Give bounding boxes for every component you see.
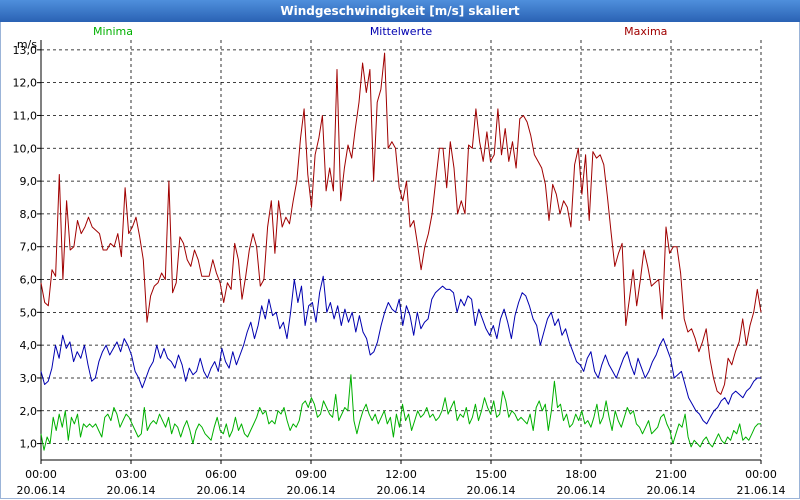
x-tick-time-label: 06:00 xyxy=(205,468,237,481)
legend-maxima: Maxima xyxy=(624,25,667,38)
x-tick-time-label: 00:00 xyxy=(25,468,57,481)
y-tick-label: 12,0 xyxy=(13,77,38,90)
chart-axes xyxy=(37,40,762,464)
series-line-maxima xyxy=(40,52,762,395)
x-tick-date-label: 20.06.14 xyxy=(107,484,156,497)
y-tick-label: 3,0 xyxy=(20,372,38,385)
series-line-minima xyxy=(40,374,761,451)
y-tick-label: 8,0 xyxy=(20,208,38,221)
y-axis-label: m/s xyxy=(17,38,37,51)
x-tick-date-label: 20.06.14 xyxy=(197,484,246,497)
x-tick-date-label: 20.06.14 xyxy=(287,484,336,497)
wind-speed-chart: 1,0 2,0 3,0 4,0 5,0 6,0 7,0 8,0 9,0 10,0 11,0 12,0 1… xyxy=(13,25,786,497)
chart-panel: 1,0 2,0 3,0 4,0 5,0 6,0 7,0 8,0 9,0 10,0 11,0 12,0 1… xyxy=(0,22,800,499)
y-tick-label: 10,0 xyxy=(13,142,38,155)
legend-mittelwerte: Mittelwerte xyxy=(370,25,433,38)
x-tick-time-label: 12:00 xyxy=(385,468,417,481)
x-tick-time-label: 18:00 xyxy=(565,468,597,481)
y-tick-label: 5,0 xyxy=(20,306,38,319)
legend-minima: Minima xyxy=(93,25,133,38)
window-title: Windgeschwindigkeit [m/s] skaliert xyxy=(0,0,800,23)
y-tick-label: 6,0 xyxy=(20,274,38,287)
chart-grid xyxy=(40,40,762,460)
x-tick-date-label: 20.06.14 xyxy=(557,484,606,497)
x-tick-time-label: 03:00 xyxy=(115,468,147,481)
y-tick-label: 2,0 xyxy=(20,405,38,418)
x-tick-date-label: 20.06.14 xyxy=(467,484,516,497)
x-tick-time-label: 15:00 xyxy=(475,468,507,481)
y-tick-label: 11,0 xyxy=(13,109,38,122)
chart-series xyxy=(40,52,762,451)
x-tick-date-label: 20.06.14 xyxy=(17,484,66,497)
x-tick-time-label: 09:00 xyxy=(295,468,327,481)
y-tick-label: 9,0 xyxy=(20,175,38,188)
x-tick-date-label: 20.06.14 xyxy=(647,484,696,497)
x-tick-time-label: 00:00 xyxy=(745,468,777,481)
x-tick-date-label: 20.06.14 xyxy=(377,484,426,497)
y-tick-label: 1,0 xyxy=(20,438,38,451)
series-line-mittelwerte xyxy=(40,275,761,425)
x-tick-time-label: 21:00 xyxy=(655,468,687,481)
y-tick-label: 4,0 xyxy=(20,339,38,352)
chart-labels: 1,0 2,0 3,0 4,0 5,0 6,0 7,0 8,0 9,0 10,0 11,0 12,0 1… xyxy=(13,25,786,497)
y-tick-label: 13,0 xyxy=(13,44,38,57)
x-tick-date-label: 21.06.14 xyxy=(737,484,786,497)
y-tick-label: 7,0 xyxy=(20,241,38,254)
